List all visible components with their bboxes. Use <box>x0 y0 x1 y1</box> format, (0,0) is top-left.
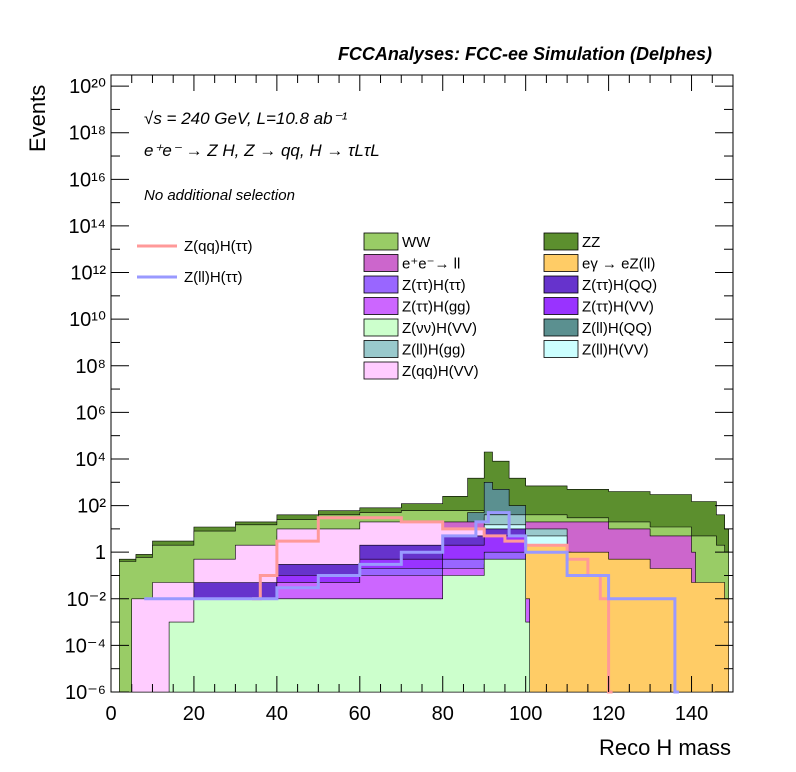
y-tick-label: 10⁻² <box>67 589 107 611</box>
legend-label-z-ll-h-vv: Z(ll)H(VV) <box>582 342 649 359</box>
legend-label-z-h: Z(ττ)H(ττ) <box>402 277 466 294</box>
legend-label-z-qq-h: Z(qq)H(ττ) <box>184 238 253 255</box>
selection-annotation: No additional selection <box>144 187 295 204</box>
x-tick-label: 0 <box>105 703 116 725</box>
y-tick-label: 10⁴ <box>75 449 106 471</box>
axis-ticks: 0 20 40 60 80 100 120 140 10⁻⁶ 10⁻⁴ 10⁻² 1 10² 10⁴ 10⁶… <box>65 75 734 725</box>
legend-label-zz: ZZ <box>582 234 600 251</box>
x-tick-label: 140 <box>675 703 708 725</box>
y-axis-label: Events <box>25 85 50 152</box>
x-tick-label: 20 <box>183 703 205 725</box>
y-tick-label: 10¹⁴ <box>69 216 107 238</box>
energy-annotation: √s = 240 GeV, L=10.8 ab⁻¹ <box>144 109 348 128</box>
legend-swatch-z-ll-h-gg <box>363 340 399 358</box>
legend-label-z-ll-h: Z(ll)H(ττ) <box>184 269 243 286</box>
chart-title: FCCAnalyses: FCC-ee Simulation (Delphes) <box>338 44 712 64</box>
signal-lines <box>144 511 679 694</box>
legend-label-z-ll-h-gg: Z(ll)H(gg) <box>402 342 465 359</box>
annotations: √s = 240 GeV, L=10.8 ab⁻¹ e⁺e⁻ → Z H, Z … <box>144 109 380 204</box>
legend-label-z-qq-h-vv: Z(qq)H(VV) <box>402 363 479 380</box>
legend-swatch-z-h-qq <box>543 275 579 294</box>
y-tick-label: 10² <box>77 496 106 518</box>
y-tick-label: 10¹⁶ <box>69 169 106 191</box>
legend: WW e⁺e⁻→ ll Z(ττ)H(ττ) Z(ττ)H(gg) Z(νν)H(VV)… <box>137 232 657 380</box>
legend-swatch-z-ll-h-vv <box>543 340 579 358</box>
legend-label-z-h-vv: Z(νν)H(VV) <box>402 320 477 337</box>
legend-swatch-z-h-gg <box>363 297 399 315</box>
line-z-ll-h <box>144 511 679 694</box>
stack-z-h-vv <box>168 558 530 693</box>
y-tick-label: 10¹² <box>70 263 106 285</box>
x-tick-label: 60 <box>349 703 371 725</box>
legend-swatch-z-h-vv <box>543 297 579 315</box>
legend-swatch-zz <box>543 232 579 251</box>
plot-area: 0 20 40 60 80 100 120 140 10⁻⁶ 10⁻⁴ 10⁻² 1 10² 10⁴ 10⁶… <box>65 74 734 725</box>
y-tick-label: 10¹⁰ <box>69 309 106 331</box>
y-tick-label: 10¹⁸ <box>69 123 106 145</box>
y-tick-label: 10⁶ <box>76 402 106 424</box>
legend-swatch-z-ll-h-qq <box>543 318 579 337</box>
x-tick-label: 120 <box>592 703 625 725</box>
y-tick-label: 10⁸ <box>75 356 106 378</box>
legend-label-z-h-vv: Z(ττ)H(VV) <box>582 299 654 316</box>
process-annotation: e⁺e⁻ → Z H, Z → qq, H → τLτL <box>144 141 380 160</box>
y-tick-label: 10⁻⁴ <box>65 635 106 657</box>
legend-label-e-e-ll: e⁺e⁻→ ll <box>402 256 460 273</box>
legend-label-e-ez-ll: eγ → eZ(ll) <box>582 256 655 273</box>
legend-swatch-z-qq-h-vv <box>363 361 399 380</box>
legend-swatch-z-h-vv <box>363 318 399 337</box>
legend-label-z-h-qq: Z(ττ)H(QQ) <box>582 277 657 294</box>
y-tick-label: 10⁻⁶ <box>65 682 106 704</box>
legend-label-ww: WW <box>402 234 431 251</box>
y-tick-label: 1 <box>95 542 106 564</box>
legend-label-z-ll-h-qq: Z(ll)H(QQ) <box>582 320 652 337</box>
legend-swatch-ww <box>363 232 399 251</box>
legend-label-z-h-gg: Z(ττ)H(gg) <box>402 299 471 316</box>
legend-swatch-e-ez-ll <box>543 254 579 272</box>
x-tick-label: 80 <box>432 703 454 725</box>
x-tick-label: 40 <box>266 703 288 725</box>
x-tick-label: 100 <box>509 703 542 725</box>
x-axis-label: Reco H mass <box>599 735 731 760</box>
legend-swatch-e-e-ll <box>363 254 399 272</box>
legend-swatch-z-h <box>363 275 399 294</box>
y-tick-label: 10²⁰ <box>69 76 106 98</box>
